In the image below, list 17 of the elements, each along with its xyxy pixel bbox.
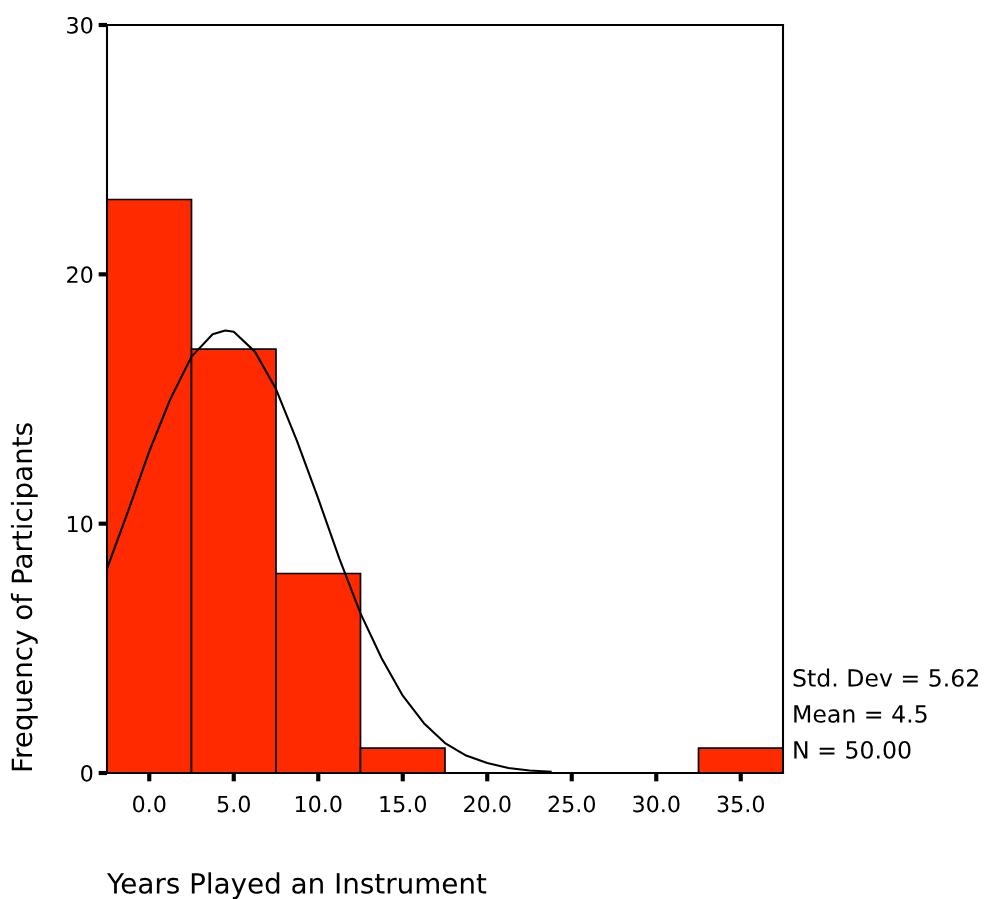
y-tick-label: 20	[67, 266, 93, 284]
y-axis-title: Frequency of Participants	[10, 423, 38, 771]
y-tick-label: 10	[67, 515, 93, 533]
text: N = 50.00	[794, 740, 911, 759]
text: Mean = 4.5	[794, 705, 927, 723]
x-tick-label: 10.0	[295, 795, 342, 813]
x-tick-label: 0.0	[133, 795, 166, 813]
x-axis-title: Years Played an Instrument	[106, 872, 487, 899]
x-tick-label: 20.0	[464, 795, 511, 813]
y-tick-label: 30	[67, 16, 93, 34]
y-tick-label: 0	[81, 764, 93, 782]
x-tick-label: 30.0	[633, 795, 680, 813]
x-tick-label: 25.0	[548, 795, 596, 813]
text: Std. Dev = 5.62	[793, 668, 978, 687]
x-tick-label: 5.0	[217, 795, 250, 813]
x-tick-label: 15.0	[380, 795, 427, 813]
x-tick-label: 35.0	[717, 795, 765, 813]
